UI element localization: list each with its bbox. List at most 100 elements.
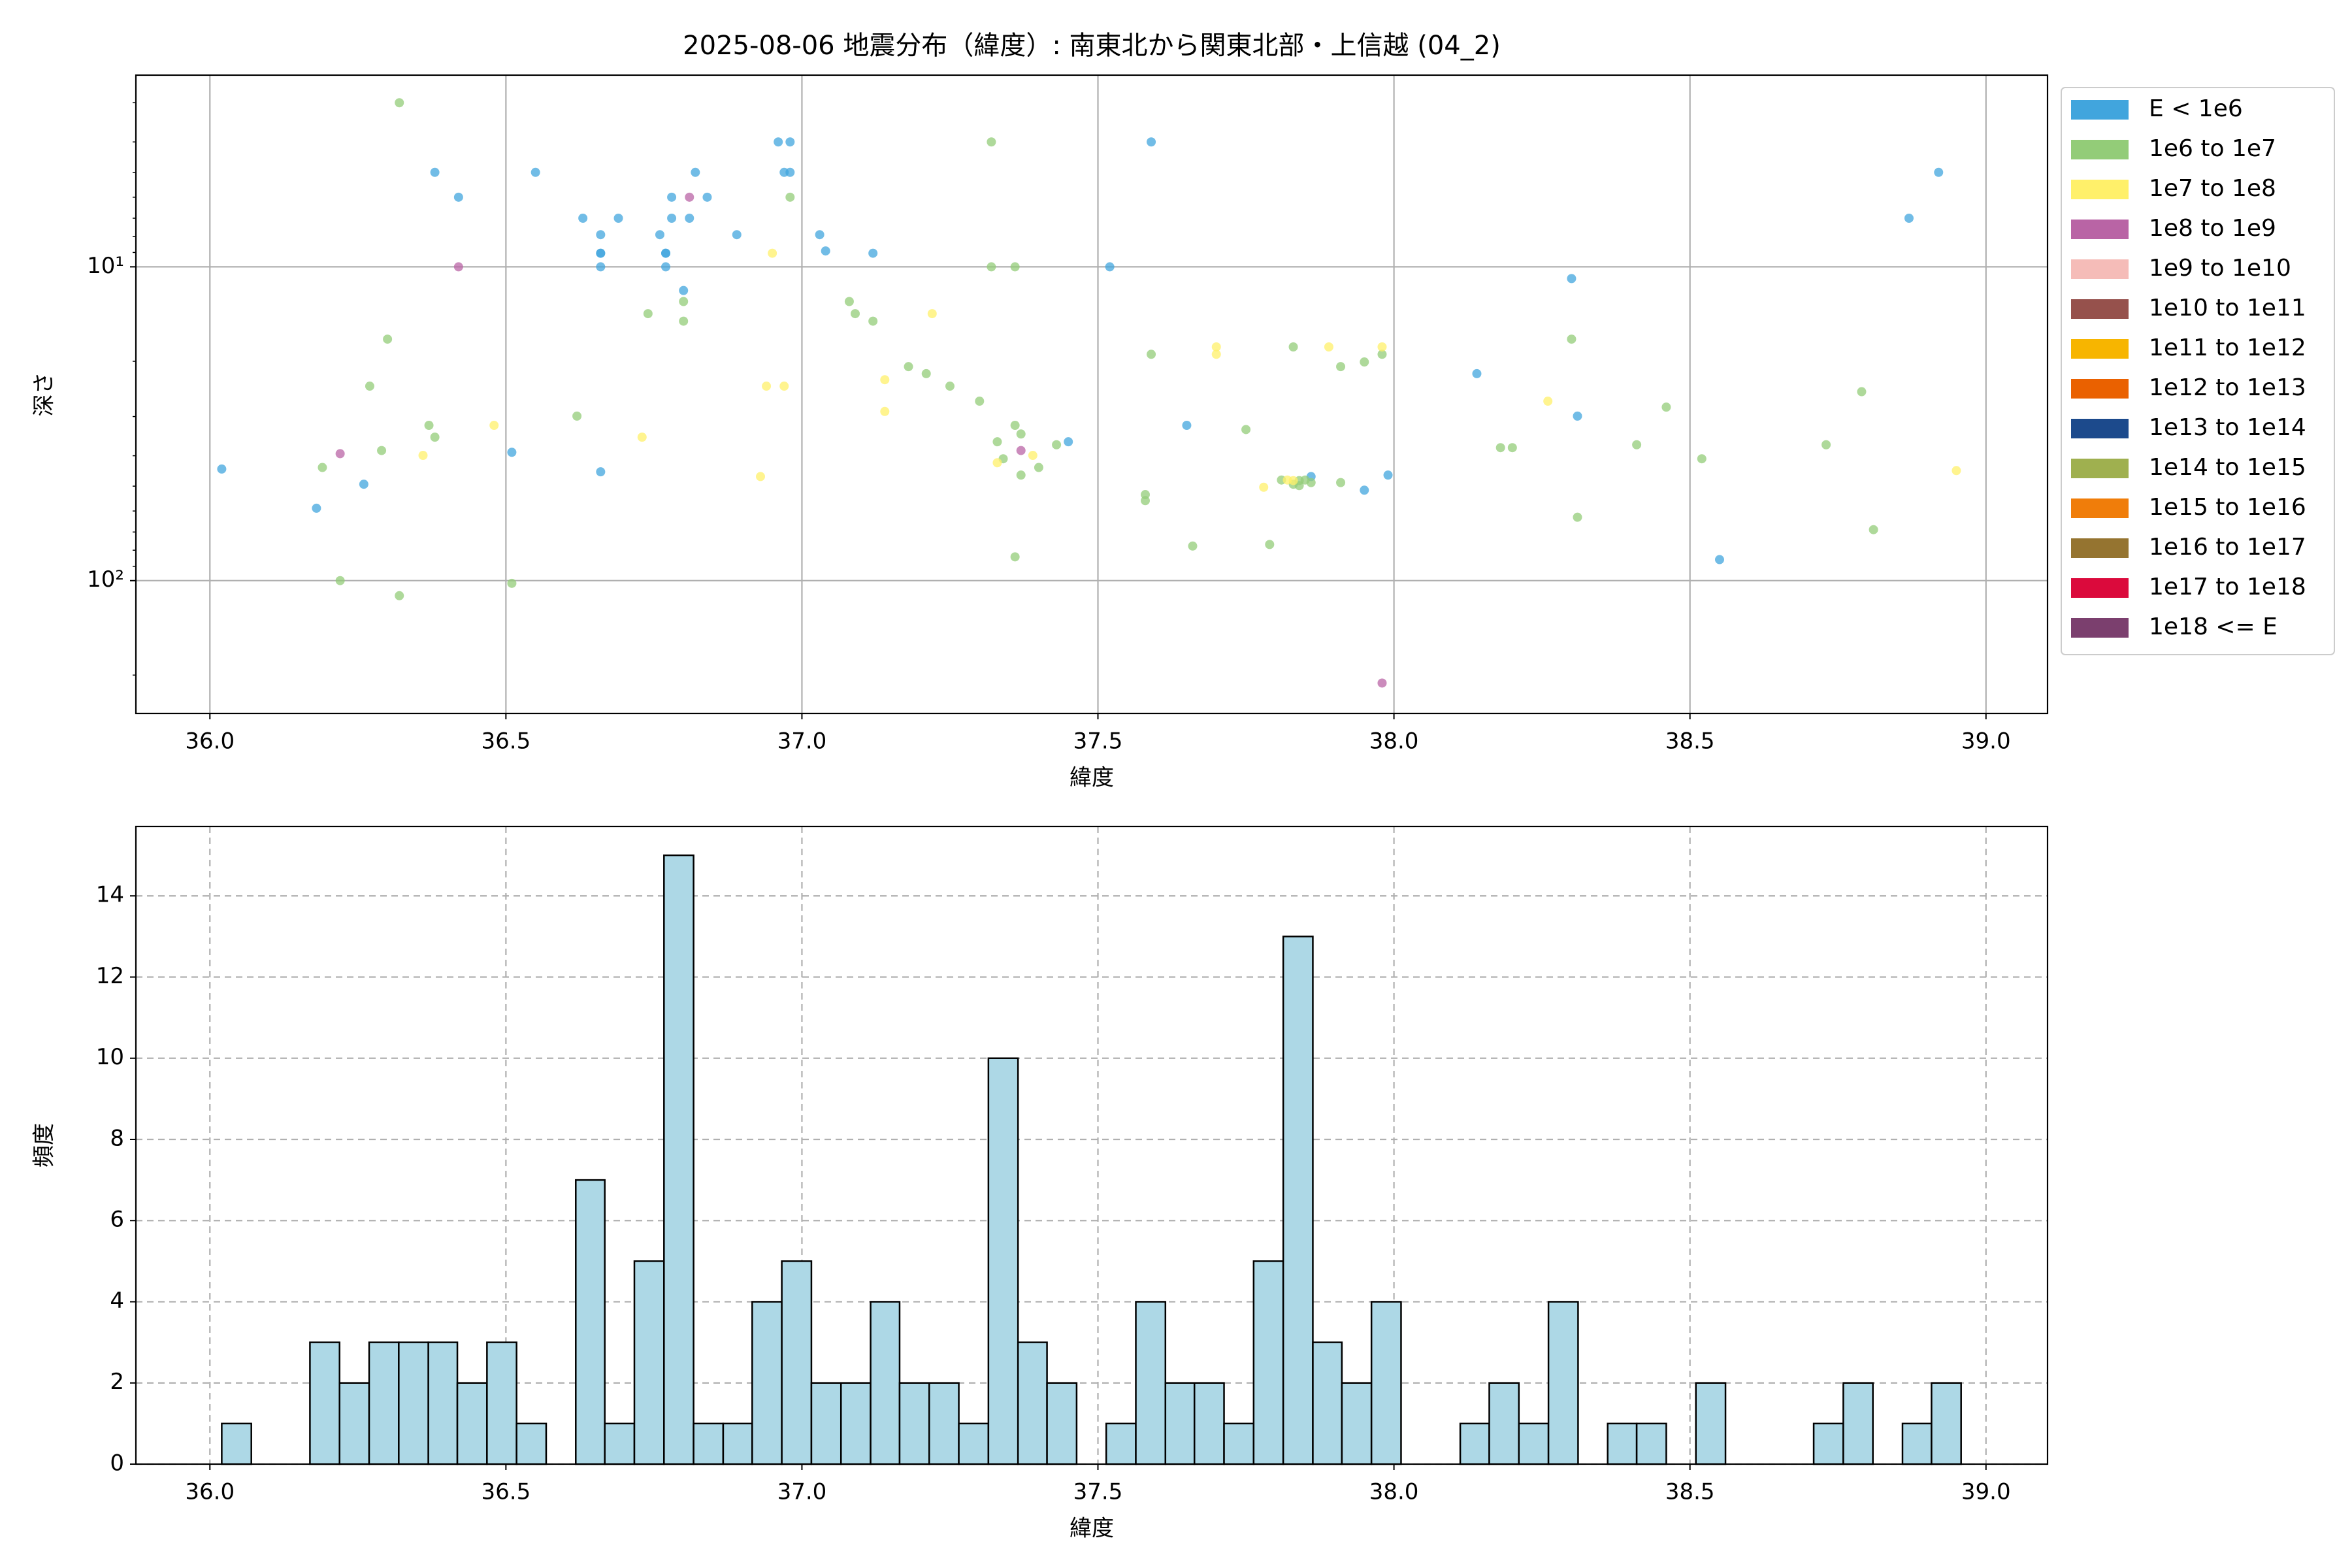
histogram-bar	[810, 1382, 842, 1465]
scatter-point	[921, 368, 931, 378]
histogram-bar	[427, 1341, 459, 1465]
histogram-bar	[604, 1422, 636, 1465]
scatter-point	[1377, 342, 1387, 352]
y-axis-label: 頻度	[31, 1123, 57, 1168]
y-tick-label: 4	[110, 1288, 124, 1314]
x-tick-label: 37.0	[777, 1479, 827, 1505]
histogram-bar	[663, 854, 694, 1465]
scatter-point	[702, 192, 712, 202]
scatter-point	[507, 448, 517, 457]
histogram-bar	[870, 1301, 901, 1465]
scatter-point	[1336, 362, 1346, 372]
scatter-point	[1472, 368, 1482, 378]
scatter-point	[318, 463, 327, 472]
scatter-point	[1010, 552, 1020, 562]
scatter-point	[679, 316, 689, 326]
scatter-point	[1377, 350, 1387, 359]
scatter-point	[335, 576, 345, 585]
scatter-point	[1306, 478, 1316, 487]
histogram-bar	[1695, 1382, 1727, 1465]
scatter-point	[637, 433, 647, 442]
scatter-point	[489, 421, 499, 431]
scatter-point	[1010, 421, 1020, 431]
scatter-point	[785, 137, 795, 147]
scatter-point	[531, 167, 540, 177]
legend-label: 1e9 to 1e10	[2149, 255, 2291, 282]
y-axis-label: 深さ	[31, 372, 57, 417]
scatter-point	[1259, 482, 1269, 492]
scatter-point	[1147, 350, 1156, 359]
scatter-point	[1934, 167, 1944, 177]
histogram-bar	[221, 1422, 252, 1465]
scatter-point	[667, 192, 677, 202]
scatter-point	[1288, 476, 1298, 485]
y-tick-label: 10	[96, 1044, 124, 1070]
histogram-bar	[1931, 1382, 1962, 1465]
legend-label: 1e7 to 1e8	[2149, 175, 2276, 202]
scatter-point	[880, 375, 890, 385]
histogram-bar	[840, 1382, 872, 1465]
x-tick-label: 39.0	[1961, 728, 2011, 755]
histogram-bar	[1341, 1382, 1373, 1465]
scatter-point	[1147, 137, 1156, 147]
scatter-point	[1211, 342, 1221, 352]
histogram-bar	[1193, 1382, 1225, 1465]
scatter-point	[1869, 525, 1878, 534]
scatter-point	[430, 167, 440, 177]
scatter-point	[1141, 496, 1151, 506]
scatter-point	[395, 98, 404, 108]
scatter-point	[312, 503, 321, 513]
histogram-bar	[1901, 1422, 1933, 1465]
legend-swatch	[2071, 180, 2129, 199]
histogram-bar	[693, 1422, 725, 1465]
scatter-point	[1661, 402, 1671, 412]
y-tick-label: 6	[110, 1207, 124, 1233]
legend-swatch	[2071, 339, 2129, 359]
legend-box	[2061, 87, 2335, 655]
scatter-point	[868, 316, 878, 326]
scatter-point	[815, 230, 825, 240]
x-tick-label: 37.5	[1073, 1479, 1123, 1505]
histogram-bar	[1812, 1422, 1844, 1465]
scatter-point	[1377, 678, 1387, 688]
scatter-point	[1188, 541, 1198, 551]
scatter-point	[945, 382, 955, 391]
chart-title: 2025-08-06 地震分布（緯度）: 南東北から関東北部・上信越 (04_2…	[683, 31, 1501, 61]
x-tick-label: 39.0	[1961, 1479, 2011, 1505]
legend-swatch	[2071, 459, 2129, 478]
scatter-point	[1028, 451, 1037, 461]
y-tick-label: 10²	[87, 566, 124, 593]
histogram-bar	[1046, 1382, 1078, 1465]
x-tick-label: 38.5	[1665, 1479, 1715, 1505]
x-tick-label: 36.0	[185, 728, 235, 755]
scatter-point	[383, 335, 393, 344]
histogram-bar	[398, 1341, 429, 1465]
histogram-bar	[1252, 1260, 1284, 1465]
histogram-bar	[1282, 936, 1314, 1465]
axes-frame	[135, 825, 2049, 1465]
legend-swatch	[2071, 498, 2129, 518]
histogram-bar	[1547, 1301, 1579, 1465]
scatter-point	[1383, 470, 1393, 480]
histogram-bar	[633, 1260, 665, 1465]
histogram-bar	[309, 1341, 340, 1465]
histogram-bar	[1370, 1301, 1402, 1465]
x-tick-label: 37.5	[1073, 728, 1123, 755]
histogram-bar	[781, 1260, 813, 1465]
histogram-bar	[1459, 1422, 1490, 1465]
scatter-point	[596, 467, 606, 477]
histogram-bar	[1518, 1422, 1550, 1465]
scatter-point	[217, 464, 227, 474]
x-axis-label: 緯度	[1070, 765, 1114, 791]
histogram-bar	[1135, 1301, 1167, 1465]
scatter-point	[992, 458, 1002, 468]
histogram-bar	[958, 1422, 990, 1465]
scatter-point	[1573, 411, 1582, 421]
scatter-point	[768, 248, 777, 258]
scatter-point	[1052, 440, 1062, 449]
scatter-point	[1016, 446, 1026, 455]
y-tick-label: 10¹	[87, 253, 124, 279]
histogram-bar	[1017, 1341, 1048, 1465]
scatter-point	[1034, 463, 1043, 472]
